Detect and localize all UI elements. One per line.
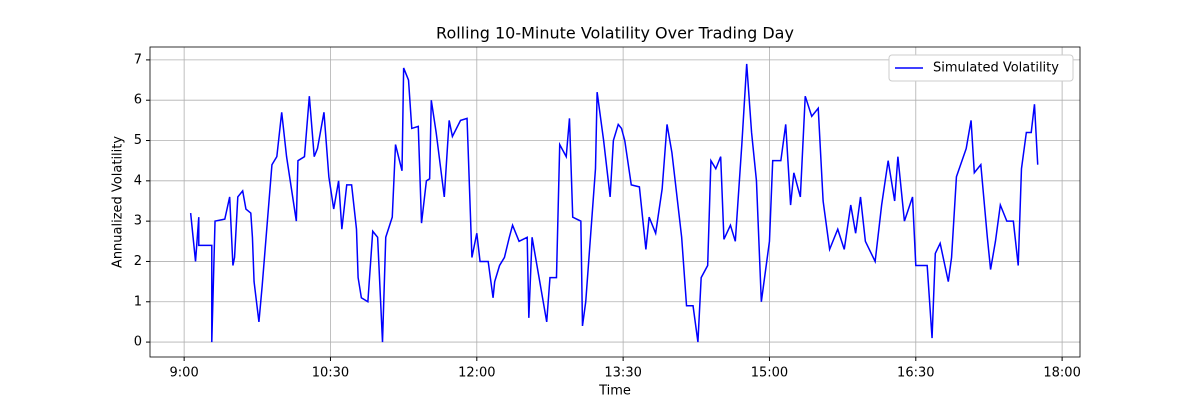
- x-tick-label: 12:00: [458, 366, 495, 381]
- x-tick-label: 15:00: [751, 366, 788, 381]
- x-tick-label: 13:30: [604, 366, 641, 381]
- y-tick-label: 1: [134, 294, 142, 309]
- x-tick-label: 18:00: [1043, 366, 1080, 381]
- y-tick-label: 6: [134, 93, 142, 108]
- x-tick-label: 10:30: [312, 366, 349, 381]
- plot-frame: [149, 46, 1081, 358]
- chart-title: Rolling 10-Minute Volatility Over Tradin…: [436, 24, 794, 43]
- y-tick-label: 2: [134, 254, 142, 269]
- y-tick-label: 5: [134, 133, 142, 148]
- x-tick-label: 9:00: [170, 366, 199, 381]
- y-tick-label: 3: [134, 214, 142, 229]
- y-tick-label: 4: [134, 173, 142, 188]
- x-tick-label: 16:30: [897, 366, 934, 381]
- x-axis-label: Time: [598, 384, 631, 399]
- legend-box: [888, 54, 1074, 82]
- y-tick-label: 7: [134, 52, 142, 67]
- y-axis-label: Annualized Volatility: [111, 136, 126, 268]
- legend-label: Simulated Volatility: [933, 61, 1059, 76]
- y-tick-label: 0: [134, 335, 142, 350]
- data-line: [189, 63, 1039, 343]
